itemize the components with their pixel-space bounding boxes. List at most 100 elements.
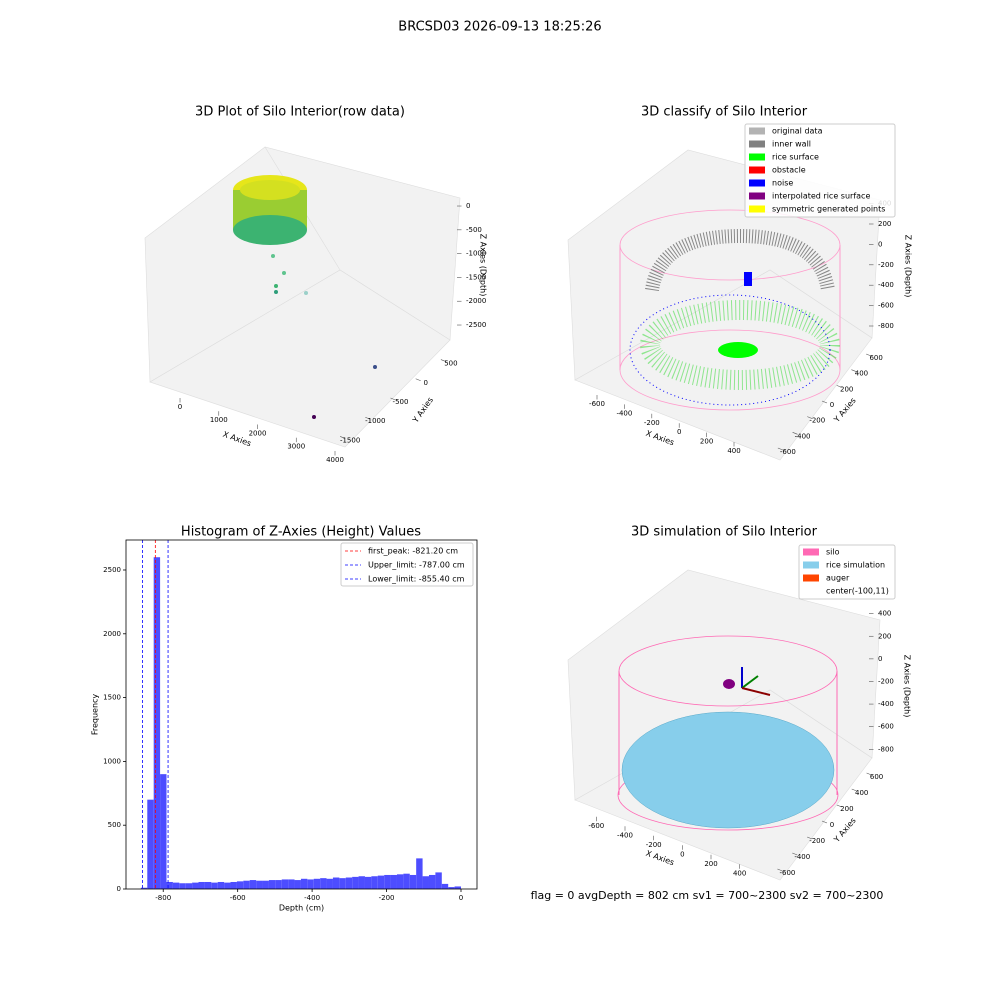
x-tick-label: 0 [680,850,684,858]
tick-mark [792,852,798,856]
legend-swatch [749,179,765,187]
chart-title: 3D simulation of Silo Interior [631,525,818,540]
z-tick-label: -400 [878,700,894,708]
legend-swatch [749,205,765,213]
bar [332,877,340,889]
y-tick-label: 1000 [103,757,121,765]
y-tick-label: -1500 [340,436,360,444]
x-tick-label: 2000 [249,429,267,437]
legend-swatch [749,166,765,174]
legend-label: Upper_limit: -787.00 cm [368,561,465,570]
y-tick-label: 500 [444,360,457,368]
bar [249,880,257,889]
legend-label: Lower_limit: -855.40 cm [368,575,465,584]
bar [204,881,212,889]
bar [236,881,244,889]
tick-mark [415,378,421,382]
bar [441,883,449,889]
tick-mark [821,820,828,824]
bar [224,882,231,889]
x-tick-label: 0 [459,894,463,902]
tick-mark [851,369,857,372]
bar [198,881,205,889]
y-tick-label: 0 [830,401,834,409]
y-tick-label: 500 [108,821,121,829]
x-tick-label: 1000 [210,416,228,424]
bar [416,858,423,889]
x-tick-label: -600 [589,400,605,408]
x-tick-label: 400 [727,447,740,455]
bar [281,879,289,889]
tick-mark [866,772,872,776]
z-tick-label: 0 [878,655,882,663]
tick-mark [365,416,371,420]
bar [435,872,442,889]
x-tick-label: 3000 [287,443,305,451]
y-tick-label: -200 [809,417,825,425]
bar [294,880,301,889]
legend-swatch [803,561,819,569]
tick-mark [821,400,828,404]
y-tick-label: 0 [117,885,121,893]
legend-label: rice simulation [826,561,885,570]
tick-mark [807,416,813,419]
bar [352,876,359,889]
x-tick-label: -200 [379,894,395,902]
chart-title: 3D classify of Silo Interior [641,105,808,120]
bar [358,876,365,889]
tick-mark [836,385,842,388]
legend-label: auger [826,574,850,583]
z-axis-label: Z Axies (Depth) [904,235,913,298]
legend-box [340,542,474,587]
legend-label: obstacle [772,166,806,175]
y-tick-label: -600 [779,869,795,877]
x-tick-label: -400 [304,894,320,902]
bar [185,883,193,889]
z-tick-label: -600 [878,302,894,310]
z-tick-label: -600 [878,723,894,731]
z-tick-label: 0 [878,240,882,248]
bar [268,880,276,889]
y-tick-label: 200 [840,385,853,393]
y-tick-label: -1000 [365,417,385,425]
x-tick-label: 200 [700,438,713,446]
bar [409,874,417,889]
bar [307,879,314,889]
legend-swatch [749,192,765,200]
z-tick-label: 400 [878,610,891,618]
y-axis-label: Y Axies [410,396,435,426]
x-tick-label: 200 [704,860,717,868]
y-tick-label: 1500 [103,694,121,702]
bar [275,880,282,889]
tick-mark [807,836,813,840]
bar [448,887,455,889]
x-tick-label: 0 [178,403,182,411]
tick-mark [340,436,346,439]
bar [377,875,385,889]
y-tick-label: -600 [780,448,796,456]
bar [166,881,173,889]
bar [140,887,148,889]
legend-swatch [749,153,765,161]
figure-title: BRCSD03 2026-09-13 18:25:26 [398,20,601,35]
bar [428,874,436,889]
bar [230,881,237,889]
tick-mark [851,788,857,792]
bar [454,886,461,889]
legend-box [798,544,896,600]
x-tick-label: -600 [588,822,604,830]
legend-swatch [749,140,765,148]
z-tick-label: -2500 [466,321,486,329]
point-cloud [619,209,841,411]
y-tick-label: -400 [794,853,810,861]
y-tick-label: 0 [830,821,834,829]
x-tick-label: -400 [617,831,633,839]
x-tick-label: -800 [155,894,171,902]
y-tick-label: 2000 [103,630,121,638]
legend-swatch [803,548,819,556]
legend-label: rice surface [772,153,819,162]
bar [147,799,154,889]
y-tick-label: 600 [869,354,882,362]
x-tick-label: -600 [230,894,246,902]
bar [384,874,391,889]
